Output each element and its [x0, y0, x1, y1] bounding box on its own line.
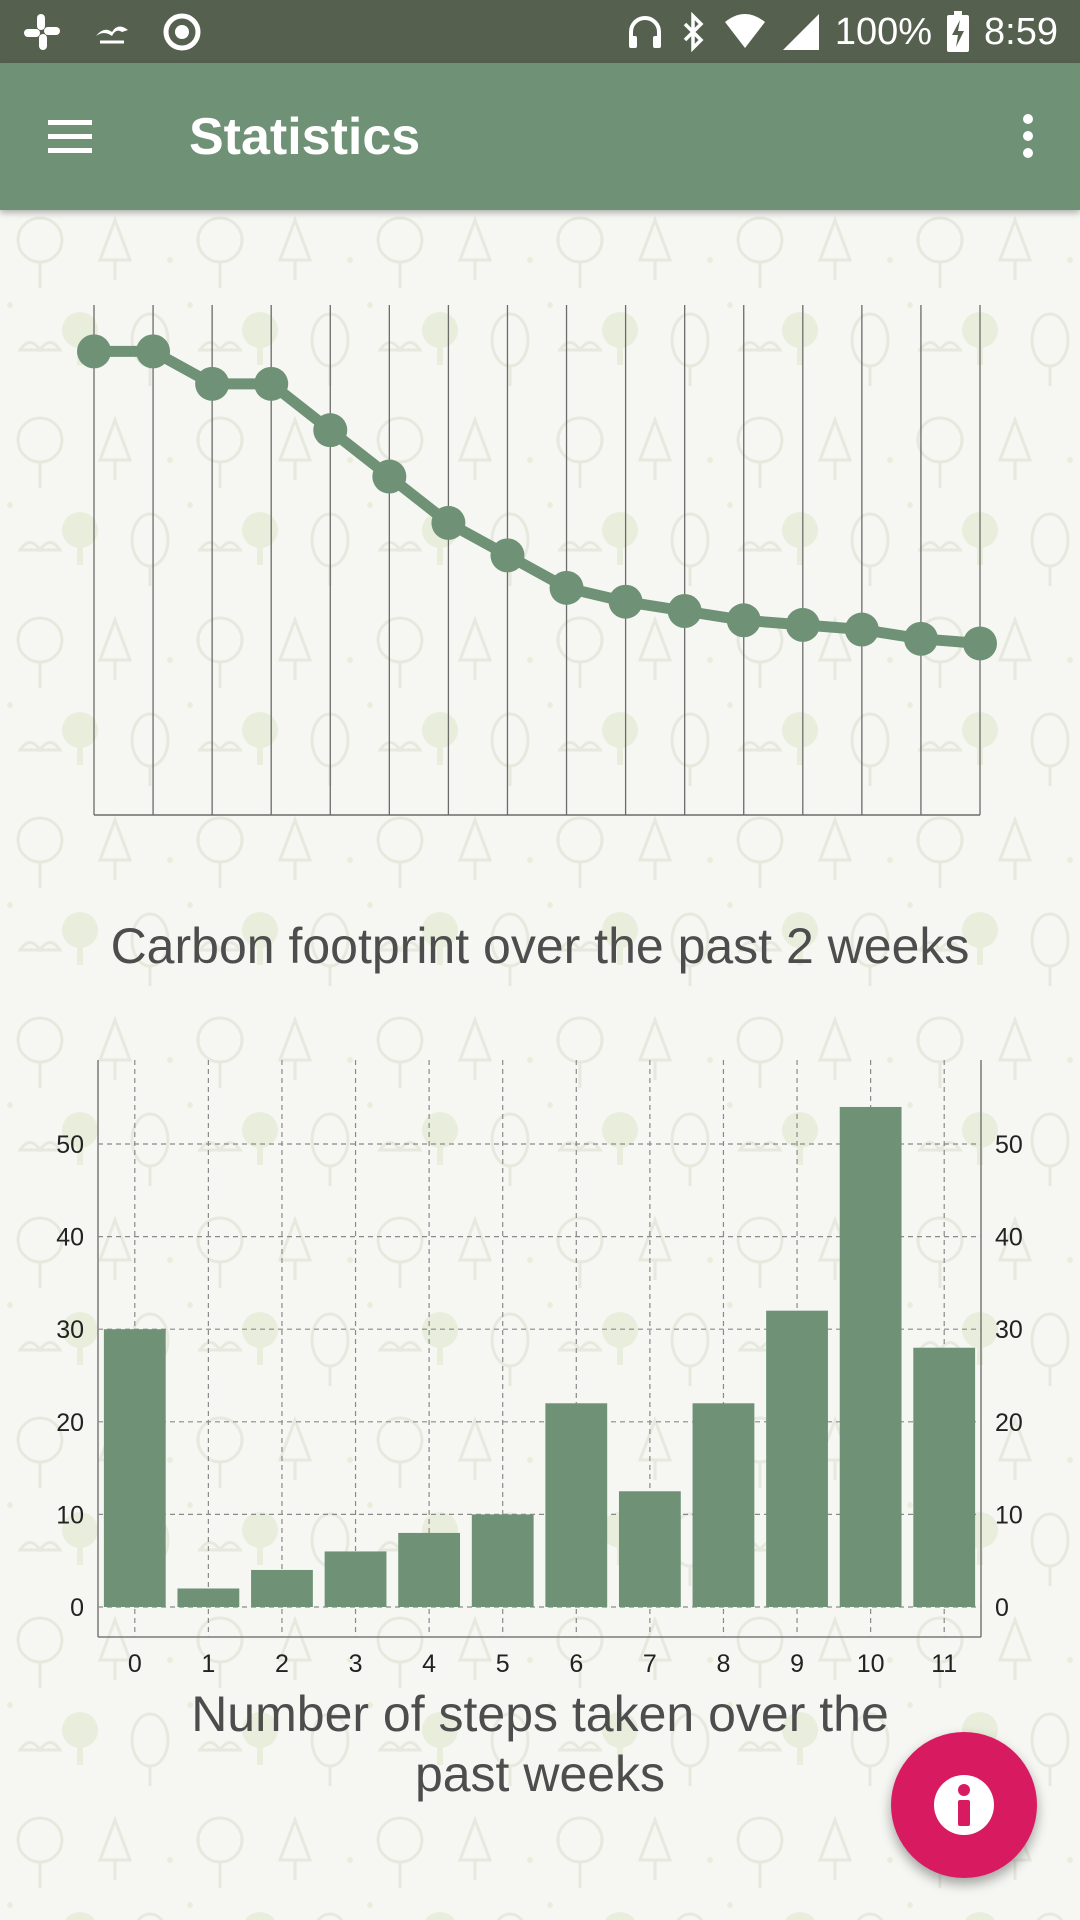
carbon-data-point [608, 584, 643, 619]
bluetooth-icon [683, 12, 704, 52]
slack-icon [24, 14, 60, 50]
battery-percent: 100% [834, 10, 933, 53]
status-right-icons: 100% 8:59 [625, 10, 1058, 54]
y-tick-label-right: 20 [995, 1409, 1023, 1437]
carbon-data-point [431, 505, 466, 540]
carbon-data-point [963, 626, 997, 661]
x-tick-label: 3 [349, 1650, 363, 1678]
carbon-data-point [372, 459, 407, 494]
menu-button[interactable] [40, 106, 100, 166]
carbon-chart-title: Carbon footprint over the past 2 weeks [110, 918, 970, 974]
carbon-data-point [844, 612, 879, 647]
y-tick-label-left: 20 [56, 1409, 84, 1437]
x-tick-label: 0 [128, 1650, 142, 1678]
steps-bar [324, 1551, 387, 1607]
y-tick-label-right: 30 [995, 1316, 1023, 1344]
x-tick-label: 9 [790, 1650, 804, 1678]
page-title: Statistics [189, 108, 421, 166]
x-tick-label: 2 [275, 1650, 289, 1678]
carbon-data-point [903, 621, 938, 656]
steps-bar [177, 1588, 240, 1607]
carbon-data-point [726, 603, 761, 638]
x-tick-label: 11 [931, 1650, 957, 1678]
steps-bar [103, 1329, 166, 1607]
steps-bar [839, 1106, 902, 1607]
y-tick-label-left: 50 [56, 1131, 84, 1159]
status-left-icons [22, 10, 202, 54]
y-tick-label-right: 10 [995, 1501, 1023, 1529]
x-tick-label: 7 [643, 1650, 657, 1678]
headphones-icon [628, 16, 661, 48]
carbon-data-point [136, 334, 171, 369]
clock: 8:59 [984, 10, 1058, 53]
steps-bar [913, 1347, 976, 1607]
x-tick-label: 6 [569, 1650, 583, 1678]
steps-bar [251, 1569, 313, 1607]
x-tick-label: 5 [496, 1650, 510, 1678]
carbon-data-point [254, 366, 289, 401]
carbon-data-point [195, 366, 230, 401]
carbon-data-point [490, 538, 525, 573]
hamburger-menu-icon [48, 120, 92, 153]
carbon-data-point [77, 334, 111, 369]
cell-signal-icon [782, 14, 819, 50]
x-tick-label: 8 [717, 1650, 731, 1678]
steps-bar [692, 1403, 755, 1607]
x-tick-label: 4 [422, 1650, 436, 1678]
circle-target-icon [163, 13, 201, 51]
info-icon [934, 1775, 994, 1835]
x-tick-label: 10 [857, 1650, 885, 1678]
y-tick-label-right: 50 [995, 1131, 1023, 1159]
steps-bar [766, 1310, 828, 1607]
wifi-icon [724, 14, 765, 48]
overflow-menu-button[interactable] [998, 106, 1058, 166]
carbon-series-line [94, 345, 981, 649]
status-bar: 100% 8:59 [0, 0, 1080, 63]
carbon-footprint-chart [77, 305, 997, 816]
y-tick-label-left: 40 [56, 1224, 84, 1252]
y-tick-label-left: 10 [56, 1501, 84, 1529]
carbon-data-point [785, 607, 820, 642]
carbon-data-point [313, 413, 348, 448]
y-tick-label-right: 0 [995, 1594, 1009, 1622]
carbon-data-point [667, 594, 702, 628]
app-bar: Statistics [0, 63, 1080, 210]
info-fab[interactable] [891, 1732, 1037, 1878]
steps-chart: 0 0 10 10 20 20 30 30 40 40 50 50 0 1 2 3 4 5 6 7 8 9 10 11 [56, 1060, 1023, 1678]
battery-charging-icon [947, 11, 970, 52]
y-tick-label-right: 40 [995, 1224, 1023, 1252]
x-tick-label: 1 [201, 1650, 215, 1678]
steps-bar [545, 1403, 608, 1607]
steps-bar [618, 1491, 681, 1607]
more-vert-icon [1023, 114, 1033, 158]
steps-chart-title: Number of steps taken over the past week… [191, 1686, 889, 1802]
cloud-bird-icon [96, 26, 128, 44]
carbon-data-point [549, 570, 584, 605]
y-tick-label-left: 0 [70, 1594, 84, 1622]
y-tick-label-left: 30 [56, 1316, 84, 1344]
steps-bar [471, 1514, 534, 1607]
steps-bar [398, 1532, 461, 1607]
